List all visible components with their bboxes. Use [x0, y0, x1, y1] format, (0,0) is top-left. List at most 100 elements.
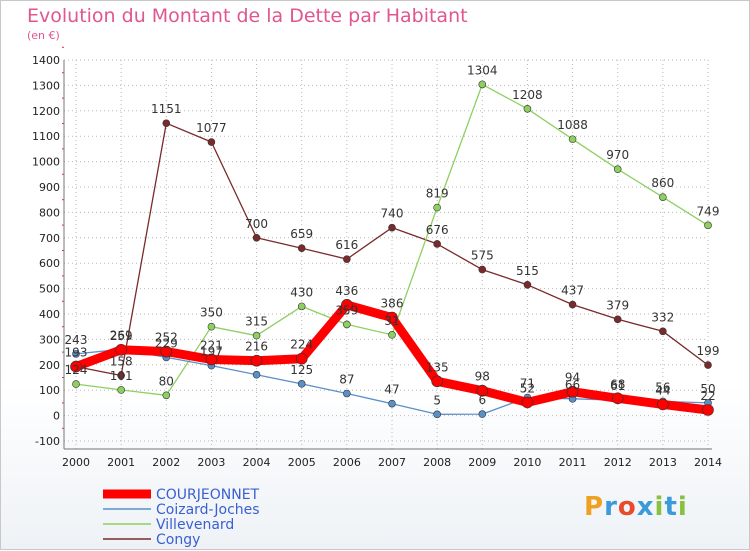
- data-label: 386: [381, 297, 404, 311]
- legend-label: Congy: [156, 532, 200, 548]
- data-point: [72, 350, 80, 358]
- data-label: 125: [290, 363, 313, 377]
- data-point: [388, 331, 396, 339]
- data-point: [657, 398, 669, 411]
- data-label: 224: [290, 338, 313, 352]
- data-label: 616: [335, 238, 358, 252]
- data-label: 749: [697, 204, 720, 218]
- data-label: 216: [245, 340, 268, 354]
- x-tick-label: 2010: [513, 456, 541, 469]
- x-tick-label: 2009: [468, 456, 496, 469]
- data-label: 259: [110, 329, 133, 343]
- data-point: [162, 119, 171, 128]
- data-label: 221: [200, 338, 223, 352]
- x-tick-label: 2001: [107, 456, 135, 469]
- data-point: [297, 302, 306, 311]
- data-label: 87: [339, 373, 354, 387]
- data-label: 66: [565, 378, 580, 392]
- x-tick-label: 2003: [197, 456, 225, 469]
- data-label: 47: [384, 383, 399, 397]
- legend-label: COURJEONNET: [156, 487, 260, 503]
- data-label: 740: [381, 207, 404, 221]
- y-tick-label: 600: [39, 257, 60, 270]
- data-point: [297, 380, 306, 388]
- x-tick-label: 2011: [559, 456, 587, 469]
- data-label: 101: [110, 369, 133, 383]
- data-point: [117, 371, 125, 380]
- data-label: 61: [610, 379, 625, 393]
- chart-subtitle: (en €): [27, 29, 60, 42]
- data-point: [252, 331, 261, 340]
- data-label: 135: [426, 360, 449, 374]
- data-point: [207, 322, 216, 331]
- data-label: 970: [606, 148, 629, 162]
- data-point: [523, 280, 532, 289]
- y-tick-label: 1300: [32, 79, 60, 92]
- data-label: 243: [65, 333, 88, 347]
- data-point: [341, 299, 353, 311]
- data-point: [478, 265, 487, 274]
- x-tick-label: 2005: [288, 456, 316, 469]
- legend-label: Coizard-Joches: [156, 502, 260, 518]
- data-label: 50: [700, 382, 715, 396]
- data-point: [250, 354, 263, 367]
- data-point: [659, 193, 667, 201]
- data-label: 52: [520, 381, 535, 395]
- data-label: 261: [110, 328, 133, 342]
- data-label: 22: [700, 389, 715, 403]
- data-label: 437: [561, 284, 584, 298]
- y-tick-label: 1000: [32, 156, 60, 169]
- data-label: 676: [426, 223, 449, 237]
- data-label: 1304: [467, 63, 498, 77]
- data-point: [433, 410, 441, 419]
- data-point: [343, 255, 351, 263]
- data-label: 98: [475, 370, 490, 384]
- data-label: 1088: [557, 118, 588, 132]
- data-label: 436: [335, 284, 358, 298]
- data-point: [252, 370, 261, 379]
- data-label: 1151: [151, 102, 182, 116]
- data-point: [205, 353, 218, 366]
- data-label: 332: [651, 310, 674, 324]
- data-label: 659: [290, 227, 313, 241]
- y-tick-label: 300: [39, 333, 60, 346]
- data-label: 1077: [196, 121, 227, 135]
- data-label: 430: [290, 285, 313, 299]
- y-tick-label: -100: [35, 435, 60, 448]
- data-point: [659, 327, 667, 336]
- data-label: 359: [335, 303, 358, 317]
- x-tick-label: 2000: [62, 456, 90, 469]
- data-label: 315: [245, 315, 268, 329]
- data-point: [523, 104, 532, 113]
- data-label: 197: [200, 345, 223, 359]
- proxiti-logo: Proxiti: [584, 492, 688, 522]
- data-point: [704, 361, 712, 369]
- data-point: [343, 320, 351, 329]
- data-point: [117, 386, 125, 394]
- data-point: [115, 344, 127, 356]
- data-point: [295, 352, 308, 365]
- y-tick-label: 100: [39, 384, 60, 397]
- data-point: [521, 396, 534, 409]
- data-label: 80: [159, 374, 174, 388]
- y-tick-label: 900: [39, 181, 60, 194]
- data-point: [160, 345, 173, 358]
- data-point: [386, 311, 398, 324]
- data-point: [568, 300, 577, 309]
- x-tick-label: 2008: [423, 456, 451, 469]
- y-tick-label: 800: [39, 206, 60, 219]
- data-label: 379: [606, 298, 629, 312]
- data-point: [388, 399, 396, 408]
- data-point: [162, 391, 171, 400]
- data-label: 44: [655, 383, 670, 397]
- data-label: 860: [651, 176, 674, 190]
- data-point: [613, 165, 622, 174]
- data-label: 515: [516, 264, 539, 278]
- y-tick-label: 1100: [32, 130, 60, 143]
- data-label: 5: [433, 393, 441, 407]
- data-point: [476, 384, 489, 397]
- y-tick-label: 1400: [32, 54, 60, 67]
- data-point: [70, 360, 82, 373]
- data-point: [566, 385, 579, 398]
